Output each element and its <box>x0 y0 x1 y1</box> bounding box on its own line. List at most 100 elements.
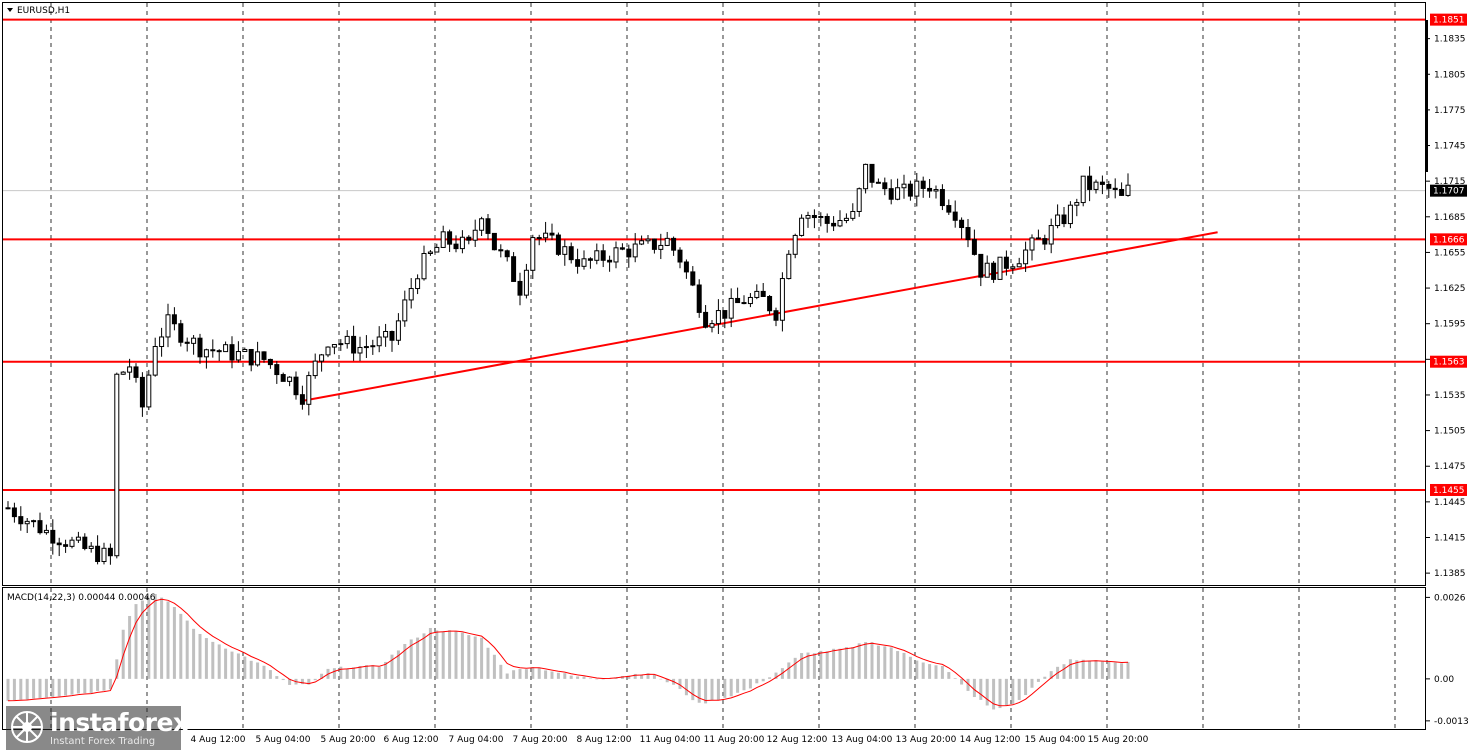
macd-bar <box>448 630 452 679</box>
candle-body <box>1029 237 1035 251</box>
candle-body <box>1112 187 1118 190</box>
macd-panel <box>6 594 1130 710</box>
candle-body <box>709 323 715 328</box>
macd-bar <box>396 650 400 679</box>
macd-bar <box>985 678 989 706</box>
macd-bar <box>992 678 996 710</box>
symbol-header[interactable]: EURUSD,H1 <box>7 6 70 16</box>
dropdown-triangle-icon[interactable] <box>7 8 13 12</box>
macd-bar <box>147 598 151 679</box>
macd-bar <box>1068 659 1072 679</box>
macd-bar <box>1107 661 1111 679</box>
macd-bar <box>25 678 29 700</box>
candle-body <box>299 394 305 405</box>
macd-bar <box>1011 678 1015 704</box>
candle-body <box>530 237 536 271</box>
candle-body <box>479 218 485 231</box>
candle-body <box>459 236 465 250</box>
candle-body <box>31 520 37 523</box>
x-tick-label: 8 Aug 12:00 <box>577 735 632 745</box>
macd-bar <box>531 667 535 679</box>
candle-body <box>1080 175 1086 204</box>
candle-body <box>888 188 894 200</box>
macd-bar <box>313 678 317 681</box>
macd-bar <box>83 678 87 694</box>
candle-body <box>914 180 920 197</box>
macd-bar <box>953 678 957 679</box>
y-tick-label: 1.1595 <box>1434 320 1466 330</box>
level-price-tag <box>1430 483 1467 496</box>
candle-body <box>664 237 670 246</box>
candle-body <box>75 536 81 541</box>
macd-bar <box>211 641 215 679</box>
candle-body <box>165 314 171 338</box>
macd-bar <box>1049 671 1053 679</box>
macd-bar <box>1113 662 1117 679</box>
macd-bar <box>979 678 983 700</box>
candle-body <box>1016 263 1022 268</box>
candle-body <box>280 374 286 382</box>
macd-bar <box>192 628 196 679</box>
macd-bar <box>384 661 388 679</box>
macd-bar <box>12 678 16 701</box>
macd-bar <box>249 660 253 679</box>
candle-body <box>843 217 849 222</box>
macd-bar <box>896 651 900 679</box>
macd-bar <box>633 673 637 679</box>
macd-bar <box>403 643 407 679</box>
candle-body <box>715 310 721 325</box>
x-tick-label: 15 Aug 04:00 <box>1025 735 1086 745</box>
candle-body <box>677 249 683 263</box>
candle-body <box>543 232 549 239</box>
candle-body <box>645 238 651 242</box>
candle-body <box>779 278 785 321</box>
candle-body <box>37 520 43 534</box>
candle-body <box>178 323 184 343</box>
macd-bar <box>441 631 445 679</box>
macd-bar <box>960 678 964 685</box>
candle-body <box>325 346 331 356</box>
macd-bar <box>204 638 208 679</box>
macd-bar <box>876 645 880 679</box>
macd-bar <box>864 642 868 679</box>
macd-bar <box>678 678 682 689</box>
candle-body <box>1119 188 1125 196</box>
candle-body <box>760 290 766 297</box>
macd-bar <box>512 670 516 679</box>
macd-bar <box>339 666 343 679</box>
candle-body <box>11 507 17 518</box>
macd-bar <box>179 613 183 679</box>
macd-bar <box>537 667 541 679</box>
candle-body <box>1093 181 1099 190</box>
macd-bar <box>1017 678 1021 700</box>
macd-bar <box>966 678 970 691</box>
candle-body <box>344 335 350 345</box>
candle-body <box>120 371 126 375</box>
macd-bar <box>723 678 727 698</box>
candle-body <box>293 376 299 396</box>
macd-bar <box>883 646 887 679</box>
macd-bar <box>812 653 816 679</box>
x-tick-label: 11 Aug 20:00 <box>704 735 765 745</box>
x-tick-label: 5 Aug 04:00 <box>256 735 311 745</box>
candle-body <box>1099 181 1105 185</box>
candle-body <box>287 376 293 382</box>
candle-body <box>901 183 907 189</box>
macd-bar <box>358 665 362 679</box>
macd-bar <box>838 648 842 679</box>
macd-bar <box>96 678 100 691</box>
macd-bar <box>1036 678 1040 682</box>
macd-bar <box>268 670 272 679</box>
level-price-label: 1.1851 <box>1433 16 1465 26</box>
macd-bar <box>787 662 791 679</box>
macd-bar <box>1075 660 1079 679</box>
x-tick-label: 6 Aug 12:00 <box>384 735 439 745</box>
candle-body <box>402 299 408 322</box>
candle-body <box>555 234 561 255</box>
candle-body <box>971 239 977 255</box>
macd-bar <box>428 627 432 679</box>
macd-bar <box>38 678 42 699</box>
candle-body <box>632 243 638 258</box>
candle-body <box>984 262 990 278</box>
candle-body <box>466 236 472 241</box>
